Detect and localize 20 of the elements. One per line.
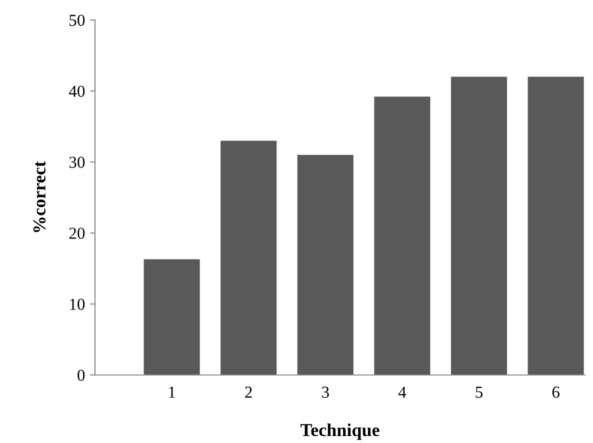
bar [220, 140, 277, 375]
y-tick-label: 0 [78, 370, 85, 381]
y-tick-label: 20 [69, 228, 85, 239]
bar [297, 154, 354, 375]
x-tick-label: 5 [476, 386, 483, 398]
x-tick-label: 3 [322, 386, 329, 398]
y-tick-label: 10 [70, 298, 85, 310]
y-tick-label: 50 [70, 14, 85, 26]
x-tick-label: 6 [552, 386, 560, 398]
x-tick-label: 2 [245, 386, 252, 398]
bar [450, 76, 508, 375]
y-axis-title: %correct [33, 161, 46, 232]
bar [144, 259, 200, 375]
y-tick-label: 40 [68, 86, 85, 97]
bar [374, 96, 430, 375]
x-axis-title: Technique [300, 423, 380, 440]
x-tick-label: 1 [169, 386, 175, 398]
y-tick-label: 30 [69, 156, 85, 168]
x-tick-label: 4 [398, 386, 406, 398]
bar [528, 76, 584, 375]
